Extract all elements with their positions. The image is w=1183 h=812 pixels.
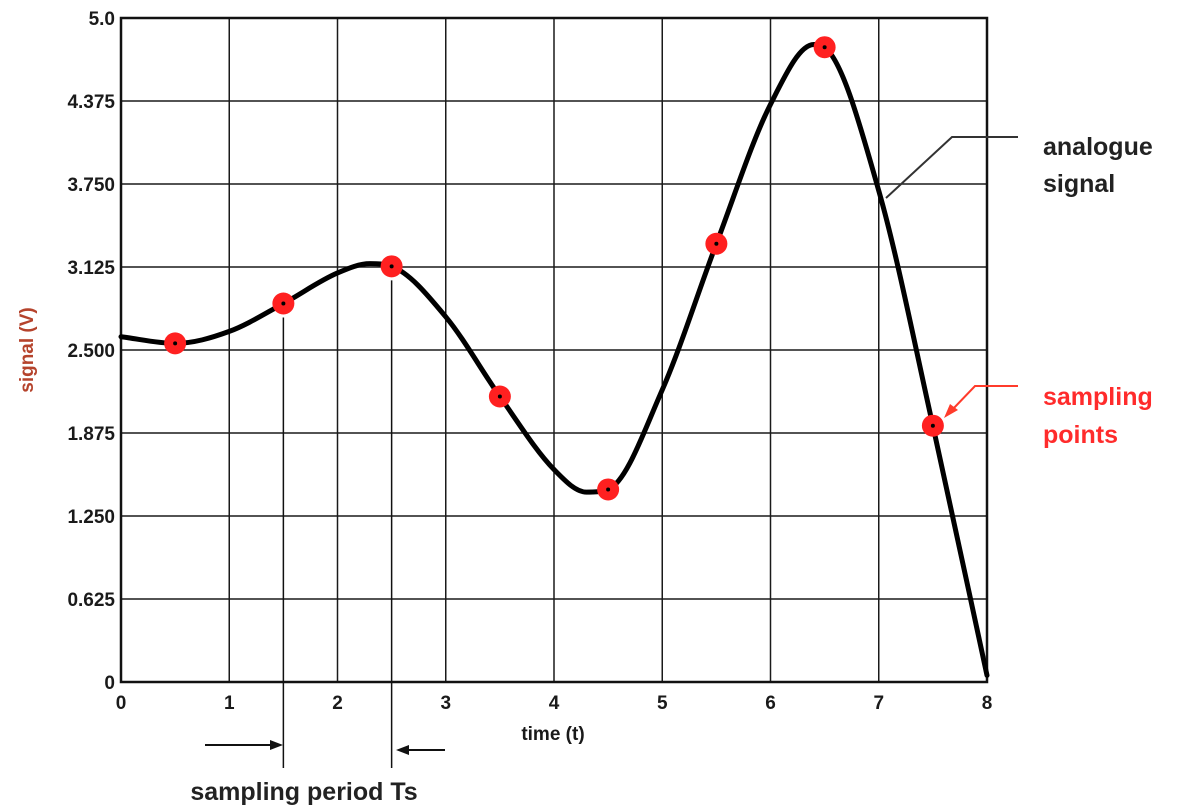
y-tick-label: 3.125 [67,258,115,279]
sampling-point-center [497,394,502,399]
analogue-signal-label-line1: analogue [1043,133,1153,161]
x-tick-label: 1 [224,693,235,714]
x-tick-label: 6 [765,693,776,714]
plot-frame [119,16,989,684]
sampling-point-center [930,423,935,428]
x-tick-label: 7 [873,693,884,714]
y-tick-label: 4.375 [67,92,115,113]
x-axis-label: time (t) [521,724,584,745]
sampling-points-arrowhead [944,404,958,418]
y-tick-label: 0 [104,673,115,694]
y-tick-label: 1.250 [67,507,115,528]
sampling-points-series [164,36,944,501]
y-tick-label: 5.0 [89,9,115,30]
sampling-points-label-line2: points [1043,421,1118,449]
y-tick-label: 1.875 [67,424,115,445]
analogue-signal-pointer [885,136,1018,199]
y-tick-label: 3.750 [67,175,115,196]
analogue-signal-label-line2: signal [1043,170,1115,198]
sampling-point-center [389,264,394,269]
period-right-arrowhead [396,745,409,755]
x-tick-label: 8 [982,693,993,714]
sampling-point-center [606,487,611,492]
sampling-point-center [281,301,286,306]
tick-labels: 0 1 2 3 4 5 6 7 8 0 0.625 1.250 1.875 2.500 3.125 3.750… [67,9,992,714]
sampling-point-center [714,241,719,246]
sampling-points-pointer [951,385,1018,411]
period-left-arrowhead [270,740,283,750]
x-tick-label: 3 [440,693,451,714]
grid [119,16,989,684]
x-tick-label: 5 [657,693,668,714]
x-tick-label: 4 [549,693,560,714]
y-tick-label: 0.625 [67,590,115,611]
y-axis-label: signal (V) [17,307,38,393]
y-tick-label: 2.500 [67,341,115,362]
sampling-point-center [822,45,827,50]
sampling-period-label: sampling period Ts [190,778,417,806]
x-tick-label: 0 [116,693,127,714]
sampling-points-label-line1: sampling [1043,383,1153,411]
sampling-point-center [173,341,178,346]
x-tick-label: 2 [332,693,343,714]
